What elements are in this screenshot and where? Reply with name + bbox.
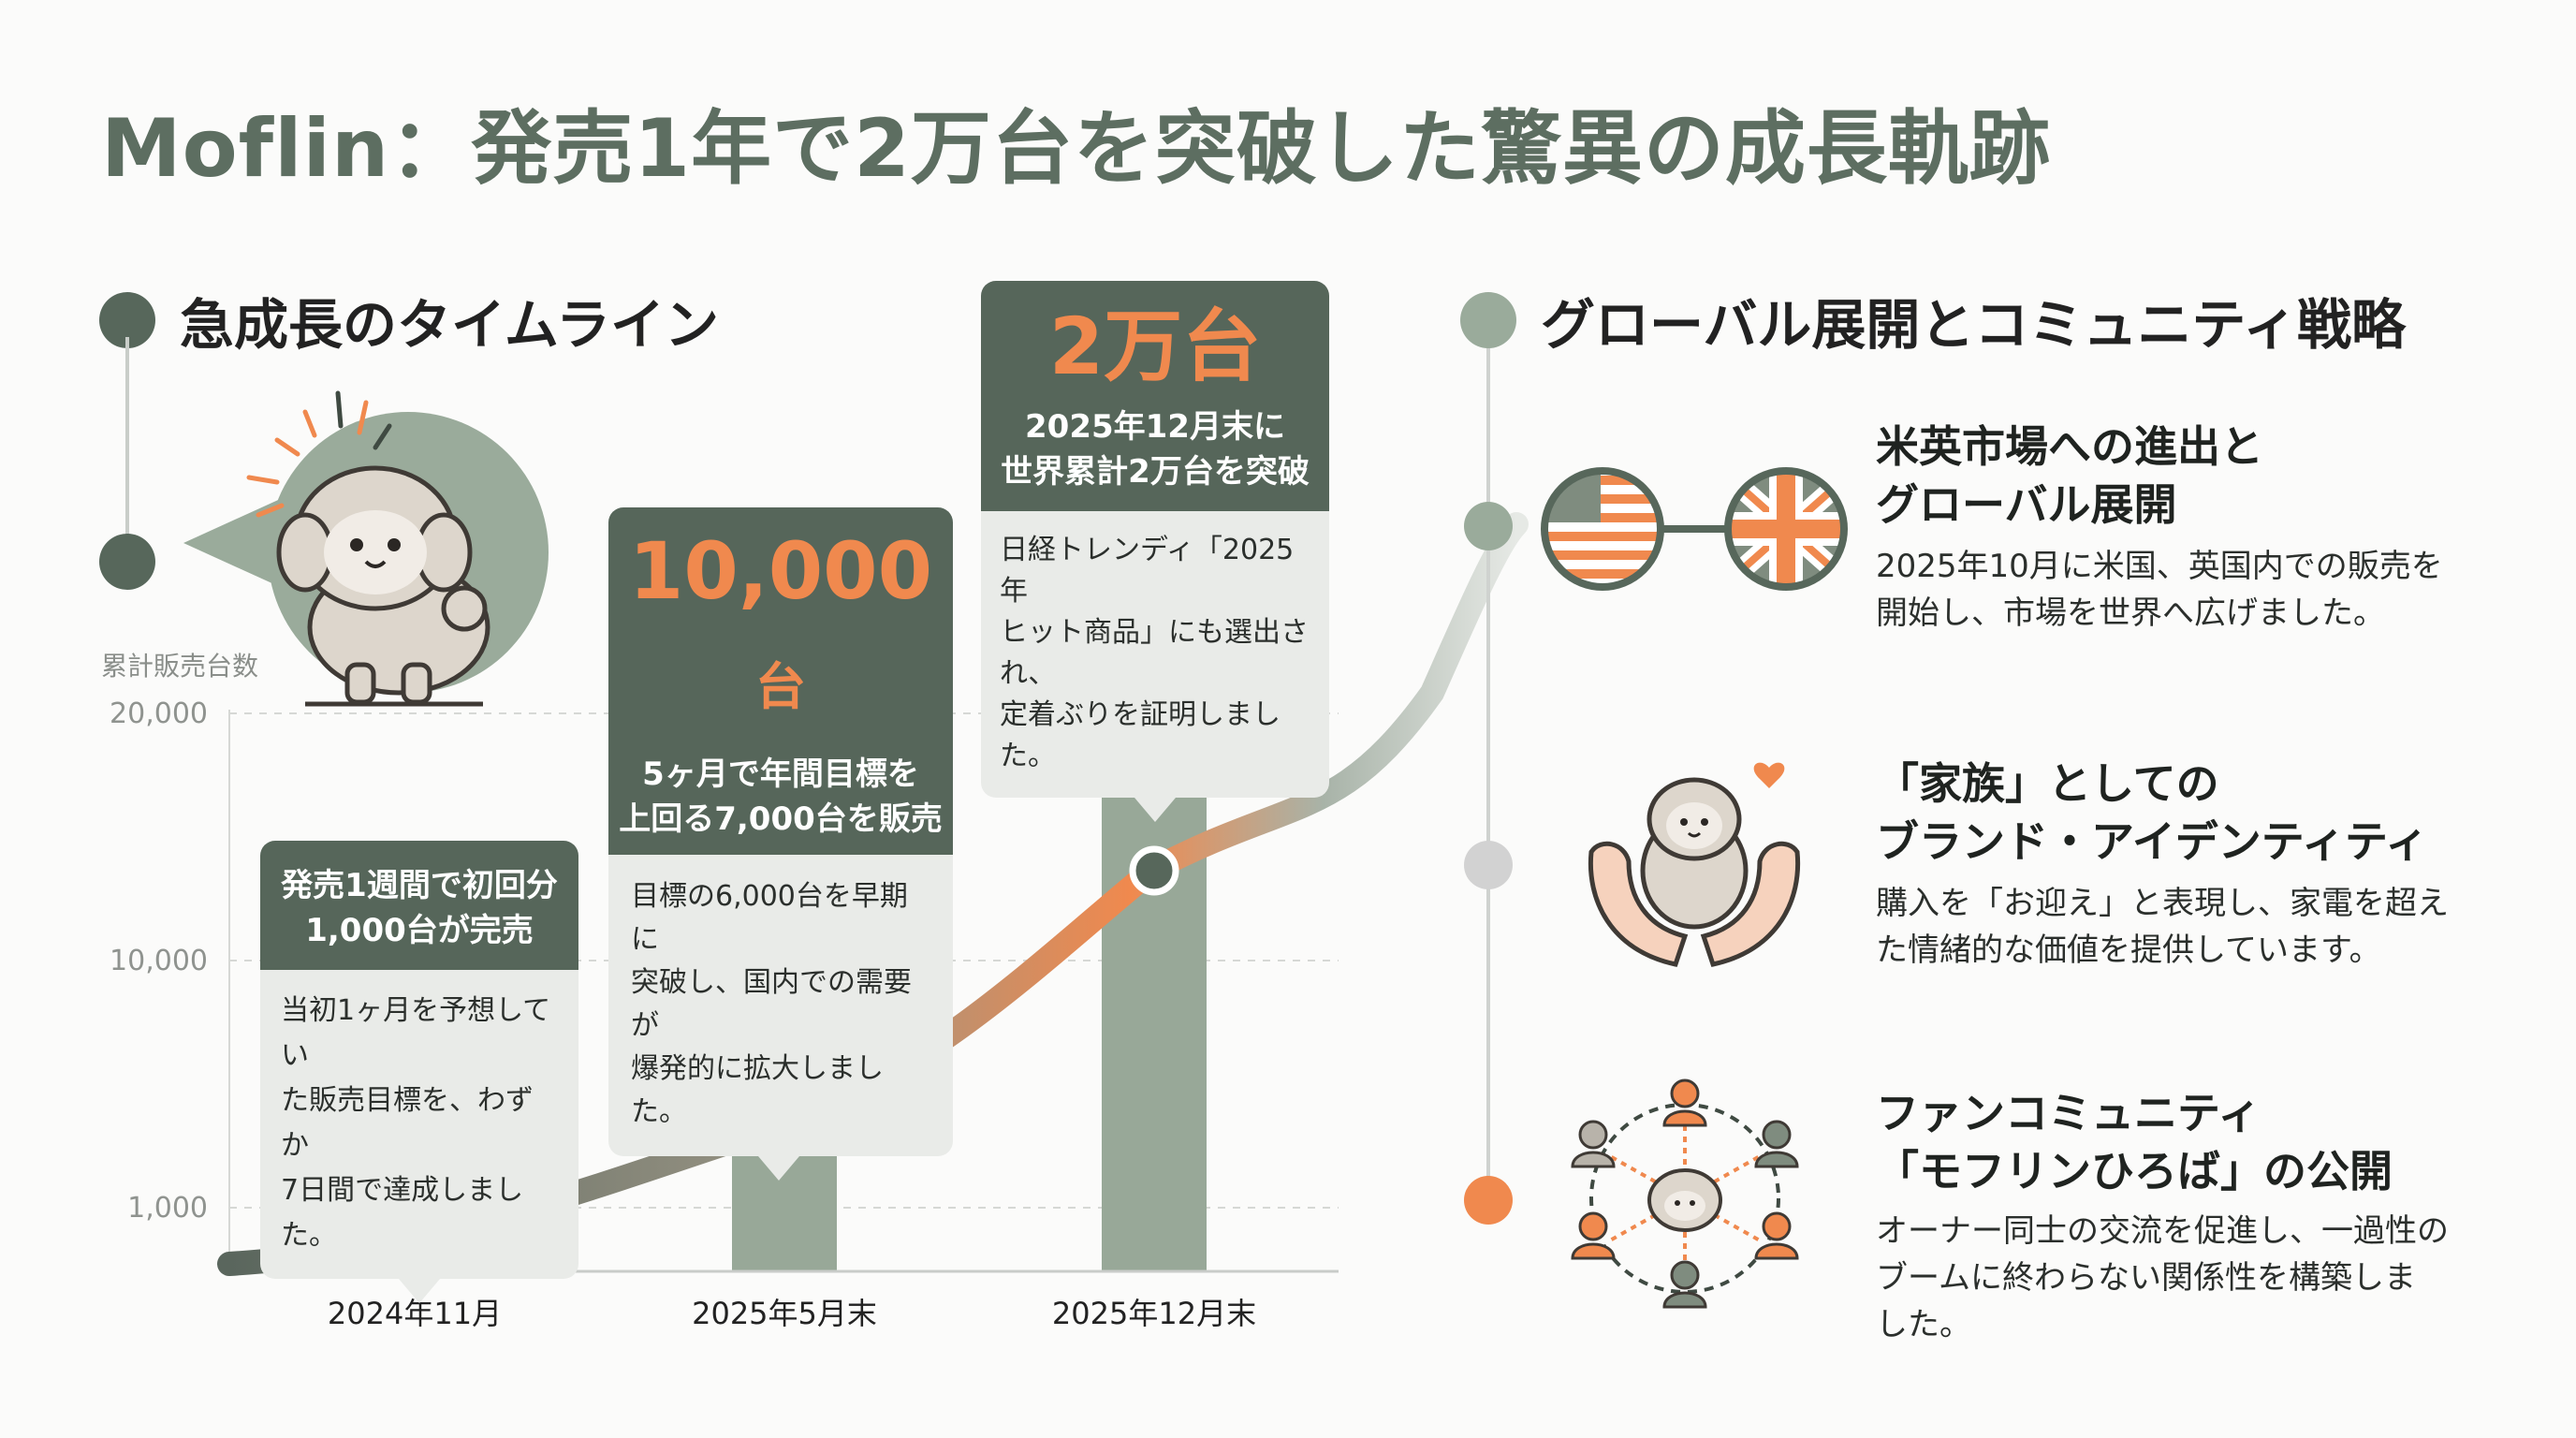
timeline-dot [99, 534, 155, 590]
y-tick-label: 1,000 [127, 1192, 208, 1225]
hands-sheep-icon [1588, 762, 1801, 967]
callout-tail [758, 1156, 799, 1181]
sheep-icon [276, 465, 490, 707]
item-body-line: オーナー同士の交流を促進し、一過性の [1876, 1212, 2449, 1250]
callout-header-line: 1,000台が完売 [305, 912, 534, 949]
y-tick-label: 10,000 [110, 945, 208, 977]
item-body-family: 購入を「お迎え」と表現し、家電を超え た情緒的な価値を提供しています。 [1876, 880, 2449, 974]
left-section-title: 急成長のタイムライン [180, 293, 719, 357]
callout-body-line: 突破し、国内での需要が [631, 966, 912, 1042]
section-dot [1460, 292, 1516, 348]
item-dot-global [1464, 502, 1513, 550]
item-title-line: 米英市場への進出と [1876, 421, 2263, 472]
item-title-line: グローバル展開 [1876, 479, 2177, 530]
sheep-bubble-illustration [183, 390, 549, 707]
callout-10000: 10,000 台 5ヶ月で年間目標を 上回る7,000台を販売 目標の6,000台… [608, 507, 953, 1181]
callout-big-number: 2万台 [1048, 301, 1262, 392]
right-section-heading: グローバル展開とコミュニティ戦略 [1460, 281, 2406, 360]
callout-body-line: ヒット商品」にも選出され、 [1000, 616, 1309, 690]
right-timeline-line [1486, 337, 1490, 1208]
y-tick-label: 20,000 [110, 697, 208, 730]
item-title-line: ブランド・アイデンティティ [1876, 816, 2429, 867]
callout-big-unit: 台 [755, 657, 806, 716]
callout-tail [399, 1279, 440, 1303]
callout-big-number: 10,000 [628, 525, 933, 617]
callout-body-line: 日経トレンディ「2025年 [1000, 534, 1295, 608]
community-icon [1571, 1078, 1799, 1309]
callout-tail [1134, 798, 1176, 822]
callout-body-line: 7日間で達成しました。 [281, 1174, 524, 1252]
item-title-line: 「モフリンひろば」の公開 [1876, 1146, 2393, 1196]
y-axis-label: 累計販売台数 [101, 651, 259, 682]
callout-body-line: 目標の6,000台を早期に [631, 880, 908, 956]
item-body-line: 2025年10月に米国、英国内での販売を [1876, 548, 2443, 585]
callout-body-line: た販売目標を、わずか [281, 1084, 534, 1162]
data-point [1129, 845, 1179, 896]
callout-header-line: 5ヶ月で年間目標を [642, 756, 919, 793]
item-body-line: した。 [1876, 1306, 1971, 1343]
callout-20000: 2万台 2025年12月末に 世界累計2万台を突破 日経トレンディ「2025年 … [981, 281, 1329, 822]
callout-header-line: 上回る7,000台を販売 [619, 800, 943, 838]
item-body-line: 購入を「お迎え」と表現し、家電を超え [1876, 885, 2449, 922]
item-title-global: 米英市場への進出と グローバル展開 [1876, 418, 2263, 534]
item-title-line: ファンコミュニティ [1876, 1088, 2261, 1138]
callout-header-line: 発売1週間で初回分 [281, 867, 558, 904]
item-dot-family [1464, 841, 1513, 889]
flags-icon [1541, 467, 1848, 591]
left-section-heading: 急成長のタイムライン [99, 281, 719, 360]
sparkle-lines [246, 390, 392, 518]
callout-header-line: 世界累計2万台を突破 [1001, 453, 1310, 491]
item-title-community: ファンコミュニティ 「モフリンひろば」の公開 [1876, 1084, 2393, 1200]
callout-first-week: 発売1週間で初回分 1,000台が完売 当初1ヶ月を予想してい た販売目標を、わ… [260, 841, 578, 1303]
callout-body-line: 定着ぶりを証明しました。 [1000, 698, 1281, 772]
callout-header-line: 2025年12月末に [1025, 408, 1285, 446]
item-title-family: 「家族」としての ブランド・アイデンティティ [1876, 755, 2428, 871]
item-dot-community [1464, 1176, 1513, 1225]
page-title: Moflin：発売1年で2万台を突破した驚異の成長軌跡 [101, 102, 2051, 196]
item-body-community: オーナー同士の交流を促進し、一過性の ブームに終わらない関係性を構築しま した。 [1876, 1208, 2449, 1348]
x-tick-label: 2025年12月末 [1052, 1296, 1256, 1331]
timeline-line [125, 337, 129, 562]
people [1571, 1078, 1799, 1309]
item-body-global: 2025年10月に米国、英国内での販売を 開始し、市場を世界へ広げました。 [1876, 543, 2443, 637]
item-body-line: 開始し、市場を世界へ広げました。 [1876, 594, 2385, 632]
x-tick-label: 2025年5月末 [692, 1296, 877, 1331]
callout-body-line: 当初1ヶ月を予想してい [281, 994, 551, 1072]
item-title-line: 「家族」としての [1876, 758, 2219, 809]
item-body-line: た情緒的な価値を提供しています。 [1876, 932, 2381, 969]
bubble-tail [183, 496, 286, 590]
item-body-line: ブームに終わらない関係性を構築しま [1876, 1259, 2416, 1297]
callout-body-line: 爆発的に拡大しました。 [631, 1052, 884, 1128]
right-section-title: グローバル展開とコミュニティ戦略 [1541, 293, 2406, 357]
